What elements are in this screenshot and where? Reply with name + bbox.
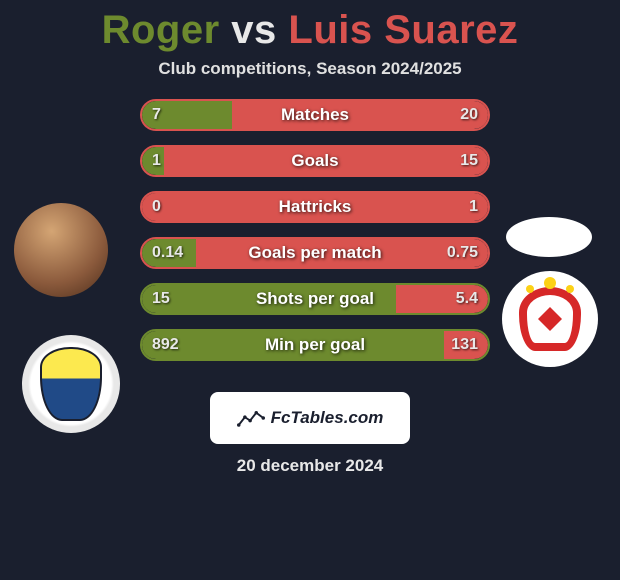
comparison-bars: 720Matches115Goals01Hattricks0.140.75Goa… (140, 99, 490, 375)
stat-value-right: 0.75 (447, 239, 478, 267)
player1-club-crest (22, 335, 120, 433)
stat-value-left: 15 (152, 285, 170, 313)
title-player1: Roger (102, 8, 220, 52)
stat-bar-right (142, 193, 488, 221)
stat-value-left: 892 (152, 331, 179, 359)
stat-bar-right (196, 239, 488, 267)
stat-value-right: 20 (460, 101, 478, 129)
stat-bar-left (142, 285, 396, 313)
title-vs: vs (231, 8, 277, 52)
title-player2: Luis Suarez (288, 8, 518, 52)
stat-bar-right (164, 147, 488, 175)
source-badge: FcTables.com (210, 392, 410, 444)
stat-value-right: 5.4 (456, 285, 478, 313)
fctables-logo-icon (237, 408, 265, 428)
stat-value-right: 15 (460, 147, 478, 175)
stat-value-left: 0 (152, 193, 161, 221)
stat-row: 01Hattricks (140, 191, 490, 223)
stat-value-right: 131 (451, 331, 478, 359)
subtitle: Club competitions, Season 2024/2025 (0, 59, 620, 79)
stat-row: 720Matches (140, 99, 490, 131)
stat-bar-left (142, 331, 444, 359)
stat-value-left: 0.14 (152, 239, 183, 267)
cadiz-shield-icon (40, 347, 102, 421)
stat-row: 115Goals (140, 145, 490, 177)
player2-avatar (506, 217, 592, 257)
almeria-shield-icon (519, 287, 581, 351)
stat-value-right: 1 (469, 193, 478, 221)
stat-value-left: 1 (152, 147, 161, 175)
stat-value-left: 7 (152, 101, 161, 129)
stat-row: 892131Min per goal (140, 329, 490, 361)
player1-avatar (14, 203, 108, 297)
page-title: Roger vs Luis Suarez (0, 0, 620, 53)
player2-club-crest (502, 271, 598, 367)
source-badge-text: FcTables.com (271, 408, 384, 428)
comparison-region: 720Matches115Goals01Hattricks0.140.75Goa… (0, 99, 620, 399)
stat-bar-right (232, 101, 488, 129)
date-label: 20 december 2024 (0, 456, 620, 476)
stat-row: 155.4Shots per goal (140, 283, 490, 315)
stat-row: 0.140.75Goals per match (140, 237, 490, 269)
